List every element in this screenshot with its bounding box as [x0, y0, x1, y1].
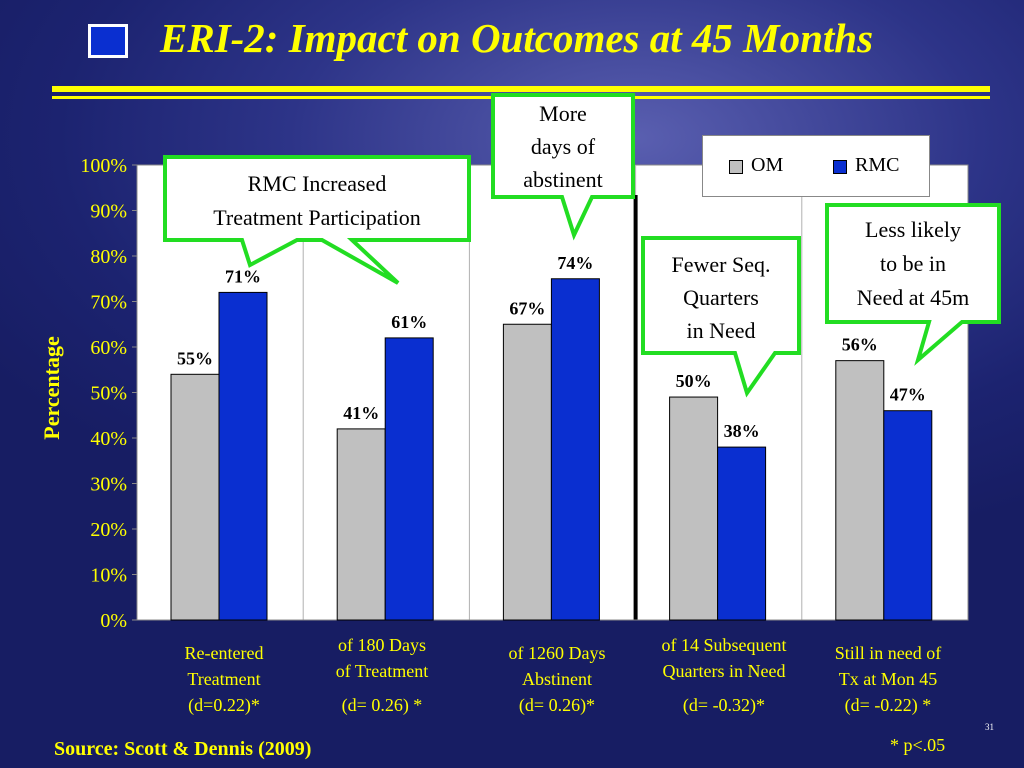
callout-less-likely-shape: [825, 203, 1001, 366]
callout-fewer-seq-shape: [641, 236, 801, 398]
slide-title: ERI-2: Impact on Outcomes at 45 Months: [160, 15, 874, 61]
x-category-2-line1: of 180 Days: [338, 635, 426, 655]
callout-fewer-seq-line2: Quarters: [683, 285, 759, 310]
slide-number: 31: [985, 722, 994, 732]
x-category-1-line2: Treatment: [187, 669, 261, 689]
callout-less-likely: Less likely to be in Need at 45m: [827, 213, 999, 315]
bar-om-2: [336, 428, 386, 621]
bar-rmc-5: [883, 410, 933, 621]
y-tick-label: 90%: [90, 201, 127, 223]
y-tick-label: 50%: [90, 383, 127, 405]
title-square-icon: [88, 24, 128, 58]
data-label-rmc-2: 61%: [391, 312, 427, 332]
bar-rmc-4: [717, 446, 767, 621]
title-rule-thick: [52, 86, 990, 92]
y-tick-label: 0%: [100, 610, 127, 632]
x-category-label-5: Still in need of Tx at Mon 45 (d= -0.22)…: [835, 640, 942, 718]
y-tick-label: 10%: [90, 565, 127, 587]
data-label-om-2: 41%: [343, 403, 379, 423]
legend-label-rmc: RMC: [855, 154, 900, 176]
bar-rmc-3: [550, 278, 600, 621]
x-category-3-line1: of 1260 Days: [508, 643, 606, 663]
bar-om-1: [170, 373, 220, 621]
y-tick-label: 100%: [80, 155, 127, 177]
x-category-label-3: of 1260 Days Abstinent (d= 0.26)*: [509, 640, 606, 718]
x-category-5-line1: Still in need of: [834, 643, 942, 663]
callout-abstinent-line1: More: [539, 101, 587, 126]
x-category-3-line3: (d= 0.26)*: [518, 695, 596, 715]
x-category-1-line1: Re-entered: [184, 643, 264, 663]
legend-label-om: OM: [751, 154, 784, 176]
bar-om-5: [835, 360, 885, 621]
x-category-5-line3: (d= -0.22) *: [844, 695, 932, 715]
callout-abstinent-line2: days of: [530, 134, 596, 159]
callout-fewer-seq-line3: in Need: [686, 318, 756, 343]
y-tick-label: 60%: [90, 337, 127, 359]
callout-fewer-seq: Fewer Seq. Quarters in Need: [643, 248, 799, 347]
y-tick-label: 70%: [90, 292, 127, 314]
callout-participation: RMC Increased Treatment Participation: [165, 167, 469, 235]
y-tick-label: 20%: [90, 519, 127, 541]
bar-rmc-1: [218, 291, 268, 621]
x-category-3-line2: Abstinent: [522, 669, 592, 689]
callout-participation-line1: RMC Increased: [247, 171, 387, 196]
data-label-rmc-4: 38%: [724, 421, 760, 441]
significance-footnote: * p<.05: [890, 735, 946, 755]
data-label-rmc-5: 47%: [890, 385, 926, 405]
callout-abstinent-shape: [491, 93, 635, 241]
callout-less-likely-line1: Less likely: [865, 217, 961, 242]
callout-less-likely-line2: to be in: [880, 251, 946, 276]
data-label-om-5: 56%: [842, 335, 878, 355]
source-citation: Source: Scott & Dennis (2009): [54, 738, 312, 760]
callout-abstinent-line3: abstinent: [523, 167, 603, 192]
x-category-1-line3: (d=0.22)*: [188, 695, 260, 715]
x-category-4-line2: Quarters in Need: [662, 661, 786, 681]
x-category-label-1: Re-entered Treatment (d=0.22)*: [185, 640, 264, 718]
legend-swatch-om: [729, 160, 743, 174]
data-label-rmc-3: 74%: [557, 253, 593, 273]
bar-om-4: [669, 396, 719, 621]
x-category-label-4: of 14 Subsequent Quarters in Need (d= -0…: [662, 632, 787, 718]
callout-less-likely-line3: Need at 45m: [856, 285, 970, 310]
data-label-om-4: 50%: [676, 371, 712, 391]
x-category-4-line3: (d= -0.32)*: [682, 695, 766, 715]
chart-legend: OM RMC: [702, 135, 930, 197]
x-category-5-line2: Tx at Mon 45: [838, 669, 938, 689]
x-category-2-line3: (d= 0.26) *: [341, 695, 423, 715]
x-category-label-2: of 180 Days of Treatment (d= 0.26) *: [336, 632, 429, 718]
y-tick-label: 30%: [90, 474, 127, 496]
legend-swatch-rmc: [833, 160, 847, 174]
bar-rmc-2: [384, 337, 434, 621]
bar-om-3: [502, 323, 552, 621]
data-label-om-1: 55%: [177, 348, 213, 368]
callout-participation-line2: Treatment Participation: [213, 205, 421, 230]
y-tick-label: 80%: [90, 246, 127, 268]
callout-participation-shape: [163, 155, 471, 285]
y-tick-label: 40%: [90, 428, 127, 450]
x-category-2-line2: of Treatment: [335, 661, 429, 681]
data-label-rmc-1: 71%: [225, 266, 261, 286]
callout-abstinent: More days of abstinent: [493, 97, 633, 196]
x-category-4-line1: of 14 Subsequent: [661, 635, 787, 655]
data-label-om-3: 67%: [509, 298, 545, 318]
callout-fewer-seq-line1: Fewer Seq.: [671, 252, 771, 277]
